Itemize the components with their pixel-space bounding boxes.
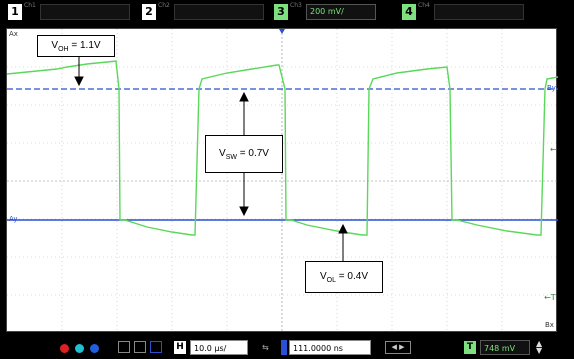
channel-3-scale-field[interactable]: 200 mV/ <box>306 4 376 20</box>
vol-symbol: V <box>320 271 327 282</box>
vol-value: = 0.4V <box>336 271 368 282</box>
cursor-by-label: By <box>547 84 556 92</box>
delay-field[interactable]: 111.0000 ns <box>289 340 371 355</box>
channel-2-label: Ch2 <box>158 2 170 9</box>
channel-2-button[interactable]: 2 <box>142 4 156 20</box>
delay-arrows-icon: ⇆ <box>262 343 269 352</box>
vsw-value: = 0.7V <box>236 148 269 159</box>
horizontal-button[interactable]: H <box>174 341 186 354</box>
timebase-field[interactable]: 10.0 µs/ <box>190 340 248 355</box>
vsw-callout: VSW = 0.7V <box>205 135 283 173</box>
voh-callout: VOH = 1.1V <box>37 35 115 57</box>
voh-value: = 1.1V <box>68 40 101 51</box>
vsw-arrow <box>239 91 249 217</box>
vol-subscript: OL <box>326 277 337 284</box>
waveform-display: Ax Ay Bx By ← ←T VOH = 1.1V VSW = 0.7V V… <box>6 28 558 333</box>
voh-arrow <box>74 55 84 87</box>
signal-trace <box>7 60 558 236</box>
trigger-level-field[interactable]: 748 mV <box>480 340 530 355</box>
cursor-ay-label: Ay <box>9 215 18 223</box>
channel-3-label: Ch3 <box>290 2 302 9</box>
channel-4-button[interactable]: 4 <box>402 4 416 20</box>
vsw-symbol: V <box>219 148 226 159</box>
channel-offset-marker[interactable]: ← <box>550 145 557 154</box>
timebase-toolbar: H 10.0 µs/ ⇆ 111.0000 ns ◀ ▶ T 748 mV ▲ ▼ <box>0 335 574 359</box>
record-icon[interactable] <box>60 344 69 353</box>
blue-dot-icon[interactable] <box>90 344 99 353</box>
delay-stepper[interactable]: ◀ ▶ <box>385 341 411 354</box>
channel-4-scale-field[interactable] <box>434 4 524 20</box>
channel-toolbar: 1 Ch1 2 Ch2 3 Ch3 200 mV/ 4 Ch4 <box>0 0 574 24</box>
ref-icon[interactable] <box>134 341 146 353</box>
voh-symbol: V <box>51 40 59 51</box>
bus-icon[interactable] <box>150 341 162 353</box>
trigger-button[interactable]: T <box>464 341 476 354</box>
trigger-slope-icon[interactable]: ▲ ▼ <box>536 339 543 355</box>
graticule-svg <box>7 29 558 333</box>
vol-callout: VOL = 0.4V <box>305 261 383 293</box>
trigger-level-marker[interactable]: ←T <box>544 293 556 302</box>
trigger-marker <box>279 29 285 34</box>
cyan-dot-icon[interactable] <box>75 344 84 353</box>
cursor-bx-label: Bx <box>545 321 554 329</box>
delay-marker-icon <box>281 340 287 355</box>
voh-subscript: OH <box>58 46 69 53</box>
channel-2-scale-field[interactable] <box>174 4 264 20</box>
math-icon[interactable] <box>118 341 130 353</box>
center-axes <box>7 29 558 333</box>
channel-1-label: Ch1 <box>24 2 36 9</box>
vsw-subscript: SW <box>225 154 237 161</box>
channel-1-button[interactable]: 1 <box>8 4 22 20</box>
channel-3-button[interactable]: 3 <box>274 4 288 20</box>
vol-arrow <box>338 223 348 261</box>
channel-1-scale-field[interactable] <box>40 4 130 20</box>
cursor-ax-label: Ax <box>9 30 18 38</box>
channel-4-label: Ch4 <box>418 2 430 9</box>
